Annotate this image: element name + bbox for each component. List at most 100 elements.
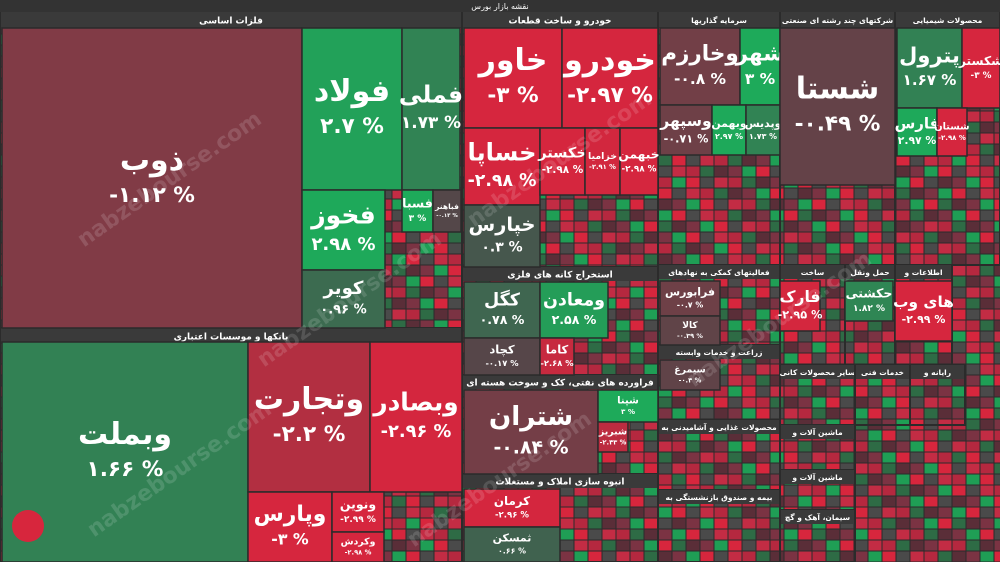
filler-cell	[895, 462, 911, 475]
stock-change: -۲.۹۸ %	[468, 171, 537, 191]
filler-cell	[587, 253, 603, 266]
filler-cell	[783, 253, 799, 266]
filler-cell	[993, 319, 1000, 332]
filler-cell	[979, 286, 995, 299]
filler-cell	[755, 407, 771, 420]
filler-cell	[769, 528, 785, 541]
filler-cell	[853, 539, 869, 552]
filler-cell	[615, 352, 631, 365]
filler-cell	[755, 154, 771, 167]
filler-cell	[783, 352, 799, 365]
filler-cell	[923, 396, 939, 409]
filler-cell	[881, 220, 897, 233]
filler-cell	[587, 550, 603, 562]
filler-cell	[587, 352, 603, 365]
filler-cell	[741, 363, 757, 376]
filler-cell	[769, 198, 785, 211]
filler-cell	[699, 253, 715, 266]
filler-cell	[559, 495, 575, 508]
filler-cell	[979, 154, 995, 167]
filler-cell	[391, 231, 407, 244]
sector-header	[896, 12, 999, 28]
filler-cell	[839, 528, 855, 541]
filler-cell	[923, 451, 939, 464]
filler-cell	[629, 495, 645, 508]
filler-cell	[419, 286, 435, 299]
filler-cell	[727, 396, 743, 409]
stock-tile	[539, 281, 609, 339]
filler-cell	[685, 242, 701, 255]
filler-cell	[783, 220, 799, 233]
filler-cell	[979, 297, 995, 310]
filler-cell	[951, 220, 967, 233]
stock-name: فباهنر	[434, 202, 459, 211]
filler-cell	[979, 528, 995, 541]
stock-tile	[463, 127, 541, 206]
filler-cell	[685, 198, 701, 211]
filler-cell	[965, 484, 981, 497]
filler-cell	[769, 242, 785, 255]
filler-cell	[979, 319, 995, 332]
filler-cell	[881, 198, 897, 211]
filler-cell	[727, 231, 743, 244]
filler-cell	[895, 440, 911, 453]
stock-name: خکستر	[537, 146, 587, 162]
filler-cell	[825, 484, 841, 497]
filler-cell	[853, 341, 869, 354]
filler-cell	[629, 462, 645, 475]
filler-cell	[573, 352, 589, 365]
filler-cell	[601, 539, 617, 552]
filler-cell	[979, 176, 995, 189]
filler-cell	[965, 132, 981, 145]
stock-name: کگل	[484, 289, 521, 310]
filler-cell	[391, 308, 407, 321]
filler-cell	[853, 495, 869, 508]
filler-cell	[643, 286, 659, 299]
filler-cell	[727, 165, 743, 178]
filler-cell	[867, 528, 883, 541]
filler-cell	[755, 506, 771, 519]
sector-name: اطلاعات و	[903, 268, 942, 277]
stock-name: شهر	[735, 42, 785, 67]
filler-cell	[881, 407, 897, 420]
filler-cell	[769, 187, 785, 200]
filler-cell	[979, 473, 995, 486]
filler-cell	[979, 396, 995, 409]
filler-cell	[895, 385, 911, 398]
filler-cell	[923, 187, 939, 200]
stock-tile	[369, 341, 463, 493]
stock-change: ۰.۳ %	[481, 240, 522, 256]
filler-cell	[965, 319, 981, 332]
filler-cell	[965, 220, 981, 233]
filler-cell	[769, 220, 785, 233]
filler-cell	[587, 231, 603, 244]
filler-cell	[699, 187, 715, 200]
filler-cell	[615, 319, 631, 332]
stock-change: -۰.۴ %	[679, 377, 702, 385]
filler-cell	[601, 462, 617, 475]
filler-cell	[853, 407, 869, 420]
filler-cell	[629, 209, 645, 222]
filler-cell	[951, 385, 967, 398]
filler-cell	[629, 308, 645, 321]
filler-cell	[895, 429, 911, 442]
stock-tile	[597, 421, 629, 453]
filler-cell	[573, 209, 589, 222]
filler-cell	[587, 341, 603, 354]
filler-cell	[993, 143, 1000, 156]
filler-cell	[615, 517, 631, 530]
filler-cell	[993, 363, 1000, 376]
filler-cell	[937, 242, 953, 255]
filler-cell	[979, 275, 995, 288]
filler-cell	[923, 517, 939, 530]
stock-tile	[1, 27, 303, 329]
filler-cell	[867, 440, 883, 453]
filler-cell	[951, 176, 967, 189]
stock-name: وپارس	[254, 502, 327, 527]
filler-cell	[937, 385, 953, 398]
filler-cell	[783, 209, 799, 222]
filler-cell	[797, 385, 813, 398]
filler-cell	[937, 506, 953, 519]
filler-cell	[699, 451, 715, 464]
sector-name: ماشین آلات و	[791, 472, 843, 482]
